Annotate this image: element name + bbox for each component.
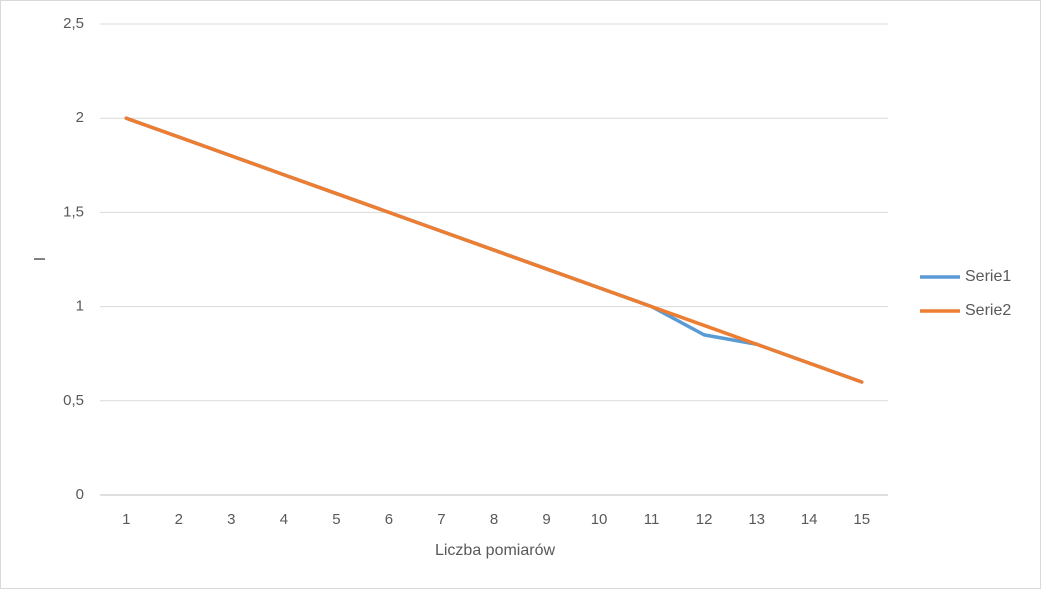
x-tick-label: 15	[853, 511, 870, 528]
x-tick-label: 12	[696, 511, 713, 528]
x-tick-label: 4	[280, 511, 288, 528]
y-tick-label: 2,5	[63, 15, 84, 32]
x-tick-label: 13	[748, 511, 765, 528]
y-tick-label: 0,5	[63, 392, 84, 409]
x-tick-label: 14	[801, 511, 818, 528]
series-line	[124, 116, 864, 384]
y-tick-label: 1,5	[63, 203, 84, 220]
y-tick-label: 0	[76, 486, 84, 503]
x-tick-label: 9	[542, 511, 550, 528]
x-tick-label: 7	[437, 511, 445, 528]
x-tick-label: 11	[644, 511, 660, 528]
x-tick-label: 3	[227, 511, 235, 528]
legend-label: Serie1	[965, 268, 1011, 285]
x-tick-label: 2	[175, 511, 183, 528]
x-tick-label: 1	[122, 511, 130, 528]
x-tick-label: 8	[490, 511, 498, 528]
y-axis-label: I	[32, 257, 49, 261]
x-tick-label: 10	[591, 511, 608, 528]
legend-label: Serie2	[965, 302, 1011, 319]
y-tick-label: 2	[76, 109, 84, 126]
x-axis-label: Liczba pomiarów	[435, 542, 556, 559]
x-tick-label: 5	[332, 511, 340, 528]
x-tick-label: 6	[385, 511, 393, 528]
y-tick-label: 1	[76, 298, 84, 315]
